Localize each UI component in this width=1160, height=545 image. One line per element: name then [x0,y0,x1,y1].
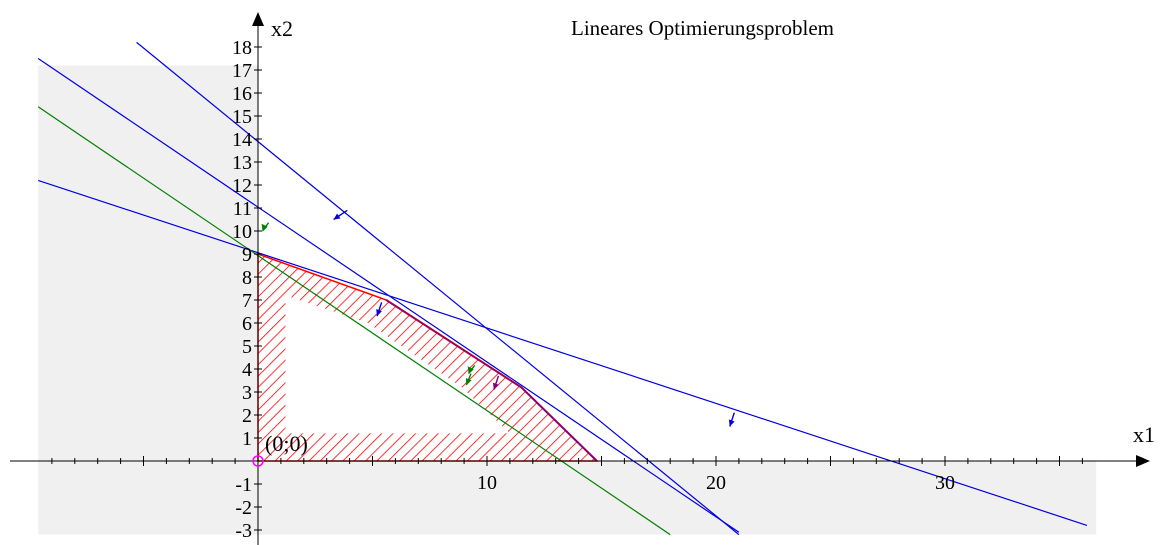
constraint-line-4 [37,106,671,536]
x-tick-label: 10 [477,472,497,494]
y-tick-label: 10 [232,221,252,243]
x-tick-label: 30 [935,472,955,494]
y-tick-label: 13 [232,152,252,174]
y-tick-label: 18 [232,37,252,59]
constraint-arrowhead-4 [465,378,472,386]
y-tick-label: 16 [232,83,252,105]
region-interior [285,295,510,434]
constraint-lines [37,41,1088,536]
y-tick-label: 8 [242,267,252,289]
y-tick-label: 14 [232,129,252,151]
axes [10,12,1150,545]
y-tick-label: 6 [242,313,252,335]
constraint-line-5 [520,386,598,462]
y-tick-label: -3 [235,520,252,542]
constraint-arrowhead-2 [376,309,382,317]
x-axis-label: x1 [1133,422,1155,447]
constraint-arrowhead-3 [728,419,735,427]
y-tick-label: 11 [233,198,252,220]
y-tick-label: 4 [242,359,252,381]
y-tick-label: 5 [242,336,252,358]
y-tick-label: -2 [235,497,252,519]
origin-marker [252,455,264,467]
objective-arrowhead-1 [261,223,268,232]
y-tick-label: 1 [242,428,252,450]
y-tick-label: 12 [232,175,252,197]
x-axis-arrowhead [1136,455,1150,467]
chart-title: Lineares Optimierungsproblem [571,16,834,40]
objective-arrowhead-2 [467,366,474,375]
y-tick-label: 3 [242,382,252,404]
y-axis-label: x2 [271,16,293,41]
x-tick-label: 20 [706,472,726,494]
constraint-arrowhead-5 [492,382,499,390]
tick-marks [51,46,1083,531]
constraint-line-3 [37,179,1088,526]
y-tick-label: 15 [232,106,252,128]
origin-label: (0;0) [265,431,308,456]
y-tick-label: 17 [232,60,252,82]
y-tick-label: -1 [235,474,252,496]
y-tick-label: 9 [242,244,252,266]
y-tick-label: 2 [242,405,252,427]
y-tick-label: 7 [242,290,252,312]
y-axis-arrowhead [252,12,264,26]
constraint-arrowhead-1 [333,213,341,220]
constraint-line-1 [136,41,740,536]
